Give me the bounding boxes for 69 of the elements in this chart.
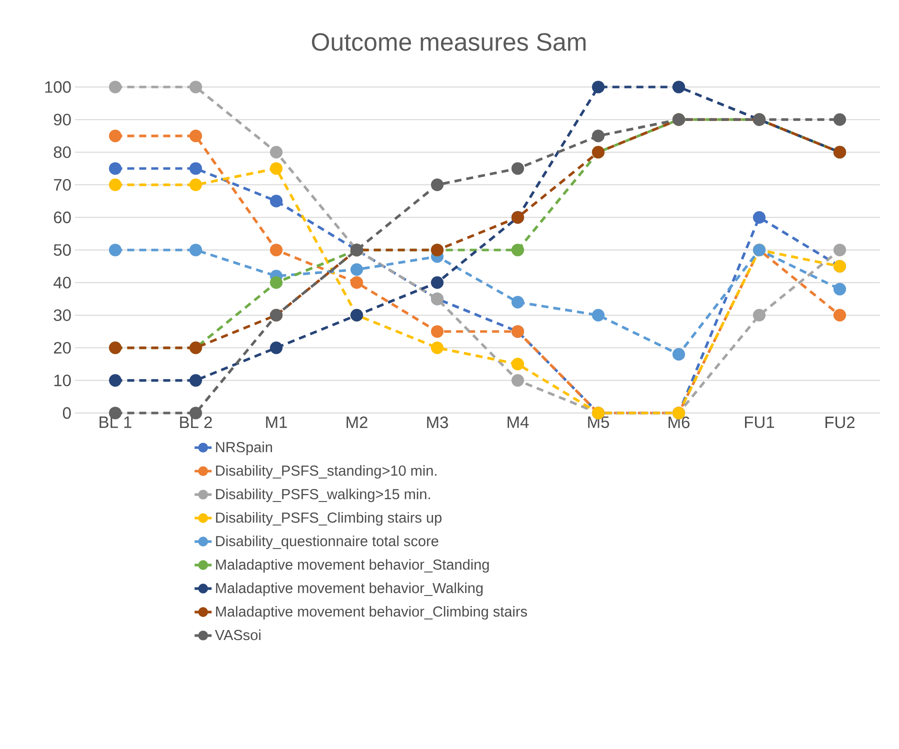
chart-title: Outcome measures Sam — [312, 33, 586, 51]
x-tick-label: M4 — [508, 416, 529, 428]
point — [108, 244, 122, 256]
x-tick-label: FU2 — [826, 416, 855, 428]
legend-label: Maladaptive movement behavior_Climbing stairs — [216, 606, 528, 620]
point — [672, 348, 686, 361]
point — [350, 263, 364, 276]
point — [833, 113, 846, 126]
point — [189, 374, 202, 387]
point — [672, 80, 686, 94]
point — [108, 80, 122, 94]
point — [189, 80, 202, 94]
point — [108, 130, 122, 142]
point — [189, 130, 202, 142]
point — [270, 194, 283, 208]
legend-label: NRSpain — [216, 442, 272, 456]
legend-label: VASsoi — [214, 630, 260, 640]
y-tick-label: 40 — [54, 276, 71, 288]
point — [108, 162, 122, 175]
y-tick-label: 90 — [54, 114, 71, 126]
legend-label: Maladaptive movement behavior_Walking — [216, 582, 483, 596]
y-tick-label: 60 — [54, 212, 71, 224]
x-tick-label: M3 — [427, 416, 448, 428]
point — [270, 341, 283, 354]
legend-label: Disability_PSFS_standing>10 min. — [216, 465, 436, 479]
point — [511, 244, 524, 256]
y-tick-label: 30 — [54, 309, 71, 322]
y-tick-label: 100 — [45, 81, 71, 93]
point — [752, 308, 766, 322]
point — [511, 296, 524, 308]
point — [592, 80, 605, 94]
point — [189, 162, 202, 175]
point — [108, 178, 122, 192]
point — [752, 211, 766, 224]
y-tick-label: 0 — [62, 407, 71, 419]
y-tick-label: 80 — [54, 146, 71, 158]
point — [833, 244, 846, 256]
point — [430, 325, 444, 338]
y-tick-label: 10 — [54, 374, 71, 386]
point — [592, 308, 605, 322]
point — [430, 341, 444, 354]
point — [833, 282, 846, 296]
point — [833, 308, 846, 322]
x-tick-label: M2 — [346, 416, 368, 428]
y-tick-label: 20 — [54, 342, 71, 354]
legend-label: Disability_PSFS_walking>15 min. — [216, 488, 430, 502]
y-tick-label: 70 — [54, 178, 71, 191]
point — [430, 276, 444, 289]
point — [430, 178, 444, 192]
point — [270, 162, 283, 175]
point — [270, 146, 283, 158]
point — [511, 374, 524, 387]
point — [270, 244, 283, 256]
point — [350, 276, 364, 289]
y-tick-label: 50 — [54, 244, 71, 256]
x-tick-label: BL 2 — [180, 416, 212, 428]
x-tick-label: BL 1 — [100, 416, 132, 428]
x-tick-label: M1 — [266, 416, 287, 428]
point — [189, 244, 202, 256]
point — [592, 130, 605, 142]
point — [511, 358, 524, 370]
point — [270, 276, 283, 289]
legend-label: Maladaptive movement behavior_Standing — [216, 559, 489, 573]
x-tick-label: FU1 — [745, 416, 774, 428]
legend-label: Disability_questionnaire total score — [216, 536, 438, 550]
point — [511, 162, 524, 175]
point — [108, 374, 122, 387]
point — [189, 178, 202, 192]
legend-label: Disability_PSFS_Climbing stairs up — [216, 512, 442, 526]
